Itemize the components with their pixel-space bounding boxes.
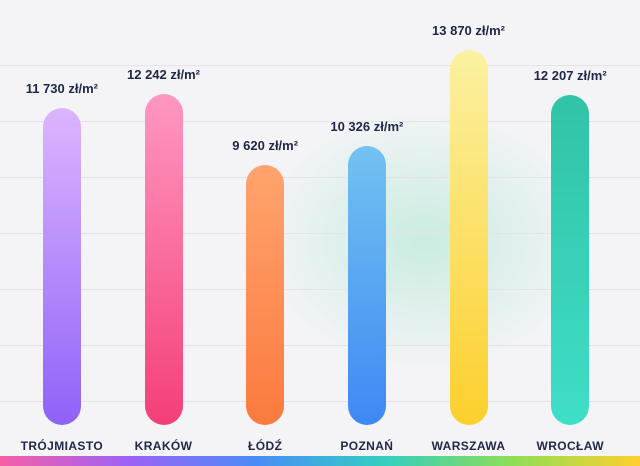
bar-value-label: 12 207 zł/m²: [533, 68, 607, 83]
bar-group-poznan: 10 326 zł/m² POZNAŃ: [316, 0, 418, 466]
bar-lodz: [246, 165, 285, 425]
bar-group-krakow: 12 242 zł/m² KRAKÓW: [113, 0, 215, 466]
bar-group-warszawa: 13 870 zł/m² WARSZAWA: [418, 0, 520, 466]
bar-warszawa: [449, 50, 488, 425]
x-axis-label-trojmiasto: TRÓJMIASTO: [20, 438, 104, 453]
x-axis-label-krakow: KRAKÓW: [134, 438, 193, 453]
bar-group-wroclaw: 12 207 zł/m² WROCŁAW: [519, 0, 621, 466]
bar-wroclaw: [551, 95, 590, 425]
bar-value-label: 11 730 zł/m²: [25, 81, 98, 96]
bar-poznan: [347, 146, 386, 425]
bars-row: 11 730 zł/m² TRÓJMIASTO 12 242 zł/m² KRA…: [11, 0, 621, 466]
x-axis-label-poznan: POZNAŃ: [340, 438, 394, 453]
bar-value-label: 13 870 zł/m²: [432, 23, 506, 38]
x-axis-label-warszawa: WARSZAWA: [431, 438, 506, 453]
horizontal-gridlines: [0, 65, 640, 403]
rainbow-footer-strip: [0, 456, 640, 466]
bar-value-label: 10 326 zł/m²: [330, 119, 404, 134]
bar-group-trojmiasto: 11 730 zł/m² TRÓJMIASTO: [11, 0, 113, 466]
bar-krakow: [144, 94, 183, 425]
x-axis-label-wroclaw: WROCŁAW: [536, 438, 604, 453]
x-axis-label-lodz: ŁÓDŹ: [248, 438, 283, 453]
bar-group-lodz: 9 620 zł/m² ŁÓDŹ: [214, 0, 316, 466]
bar-trojmiasto: [42, 108, 81, 425]
bar-value-label: 9 620 zł/m²: [232, 138, 299, 153]
bar-value-label: 12 242 zł/m²: [127, 67, 200, 82]
